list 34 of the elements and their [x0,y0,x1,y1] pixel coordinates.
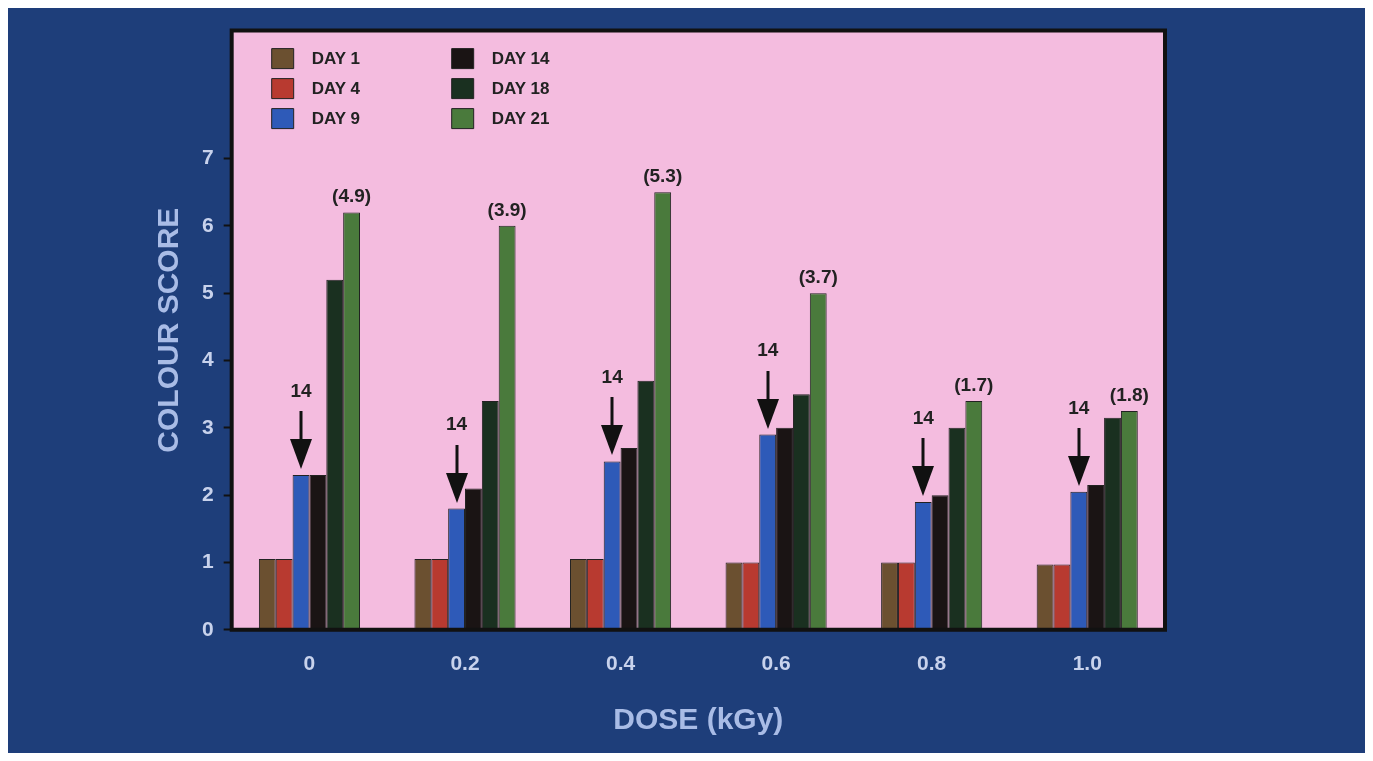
y-tick-label: 5 [201,279,214,303]
y-tick-label: 2 [201,481,214,505]
y-tick-label: 4 [201,347,214,371]
annotation: (1.7) [954,373,994,395]
legend-label: DAY 9 [311,109,360,129]
legend-label: DAY 21 [491,109,550,129]
legend-label: DAY 4 [311,79,361,99]
x-tick-label: 1.0 [1072,651,1102,675]
x-axis-title: DOSE (kGy) [613,702,784,736]
annotation: (1.8) [1109,383,1149,405]
annotation: 14 [601,366,624,388]
x-tick-label: 0 [303,651,316,675]
x-tick-label: 0.6 [761,651,791,675]
legend-label: DAY 18 [491,79,550,99]
annotation: 14 [290,379,313,401]
annotation: (3.7) [798,265,838,287]
y-axis-title: COLOUR SCORE [151,207,185,453]
annotation: 14 [1068,396,1090,418]
annotation: (4.9) [332,185,372,207]
annotation: (3.9) [487,198,527,220]
annotation: 14 [757,339,779,361]
legend-label: DAY 14 [491,49,550,69]
annotation: 14 [446,413,468,435]
x-tick-label: 0.4 [605,651,636,675]
legend-label: DAY 1 [311,49,360,69]
x-tick-label: 0.8 [917,651,947,675]
y-tick-label: 1 [201,549,214,573]
annotation: 14 [912,406,935,428]
y-tick-label: 3 [201,414,214,438]
x-tick-label: 0.2 [450,651,480,675]
y-tick-label: 0 [201,616,214,640]
annotation: (5.3) [643,164,683,186]
y-tick-label: 6 [201,212,214,236]
y-tick-label: 7 [201,145,214,169]
